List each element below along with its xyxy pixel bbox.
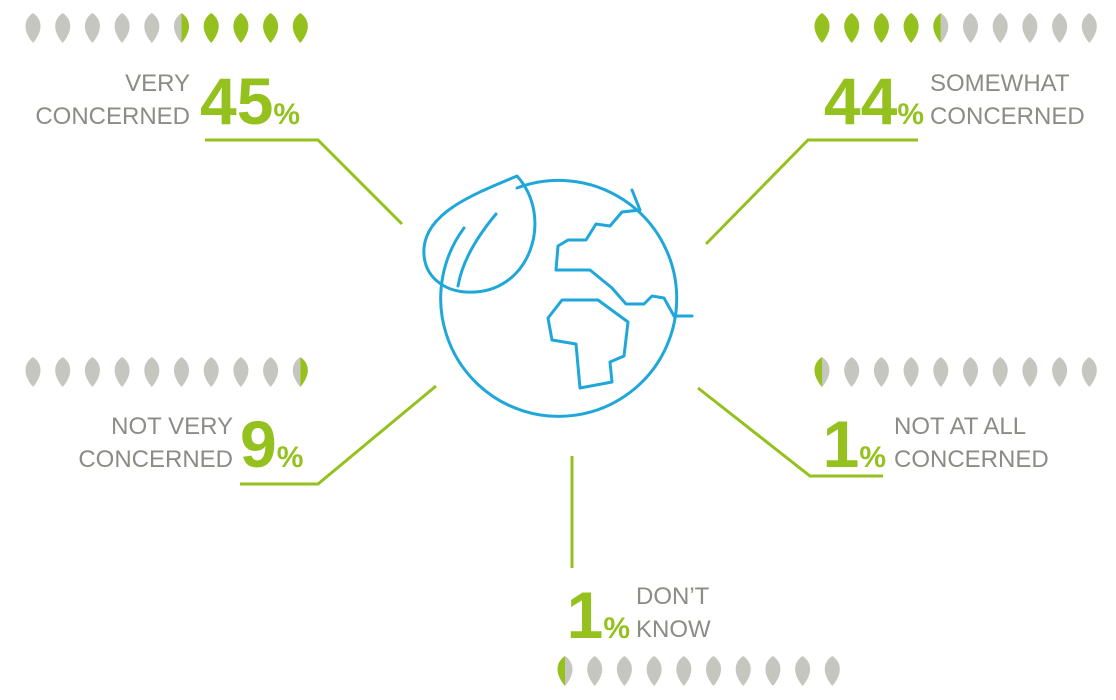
label-somewhat-line2: CONCERNED [930, 103, 1085, 130]
connector-very [205, 138, 404, 226]
leaf-icon [814, 357, 830, 387]
connector-not-at-all [697, 386, 883, 478]
label-not-at-all-line2: CONCERNED [894, 446, 1049, 473]
leaf-row-not-very [25, 357, 308, 387]
leaf-row-somewhat [814, 13, 1097, 43]
leaf-icon [144, 357, 160, 387]
leaf-icon [233, 13, 249, 43]
leaf-icon [992, 357, 1008, 387]
leaf-icon [933, 357, 949, 387]
leaf-icon [1081, 13, 1097, 43]
leaf-icon [292, 13, 308, 43]
value-very: 45% [200, 64, 300, 138]
label-somewhat-line1: SOMEWHAT [930, 70, 1070, 97]
leaf-icon [557, 656, 573, 686]
value-somewhat: 44% [824, 64, 924, 138]
leaf-icon [616, 656, 632, 686]
label-dont-know-line1: DON’T [636, 583, 710, 610]
leaf-icon [903, 13, 919, 43]
leaf-icon [233, 357, 249, 387]
leaf-icon [735, 656, 751, 686]
leaf-icon [962, 13, 979, 43]
label-very-line2: CONCERNED [35, 103, 190, 130]
label-not-at-all-line1: NOT AT ALL [894, 413, 1026, 440]
leaf-icon [1052, 13, 1068, 43]
leaf-icon [824, 656, 840, 686]
leaf-icon [84, 13, 100, 43]
label-not-very-line2: CONCERNED [78, 446, 233, 473]
leaf-icon [646, 656, 662, 686]
leaf-icon [55, 13, 71, 43]
label-dont-know-line2: KNOW [636, 616, 711, 643]
leaf-icon [873, 13, 889, 43]
leaf-row-not-at-all [814, 357, 1097, 387]
leaf-icon [844, 357, 860, 387]
value-dont-know: 1% [567, 578, 630, 652]
leaf-icon [25, 13, 41, 43]
leaf-row-very [25, 13, 308, 43]
leaf-icon [814, 13, 830, 43]
leaf-row-dont-know [557, 656, 840, 686]
leaf-icon [263, 357, 279, 387]
value-not-at-all: 1% [823, 407, 886, 481]
leaf-icon [1022, 357, 1038, 387]
leaf-icon [292, 357, 308, 387]
leaf-icon [992, 13, 1008, 43]
leaf-icon [263, 13, 279, 43]
leaf-icon [174, 13, 189, 43]
leaf-icon [173, 357, 190, 387]
globe-icon [422, 174, 694, 418]
connector-not-very [240, 384, 437, 486]
leaf-icon [765, 656, 781, 686]
connector-somewhat [704, 138, 918, 246]
leaf-icon [676, 656, 692, 686]
leaf-icon [962, 357, 979, 387]
leaf-icon [587, 656, 603, 686]
leaf-icon [55, 357, 71, 387]
leaf-icon [84, 357, 100, 387]
leaf-icon [1052, 357, 1068, 387]
leaf-icon [1022, 13, 1038, 43]
leaf-icon [114, 13, 130, 43]
leaf-icon [705, 656, 722, 686]
leaf-icon [844, 13, 860, 43]
leaf-icon [1081, 357, 1097, 387]
leaf-icon [203, 357, 219, 387]
label-very-line1: VERY [125, 70, 190, 97]
value-not-very: 9% [240, 407, 303, 481]
label-not-very-line1: NOT VERY [111, 413, 233, 440]
leaf-icon [873, 357, 889, 387]
leaf-icon [203, 13, 219, 43]
leaf-icon [933, 13, 949, 43]
leaf-icon [795, 656, 811, 686]
leaf-icon [144, 13, 160, 43]
leaf-icon [114, 357, 130, 387]
leaf-icon [903, 357, 919, 387]
leaf-icon [25, 357, 41, 387]
